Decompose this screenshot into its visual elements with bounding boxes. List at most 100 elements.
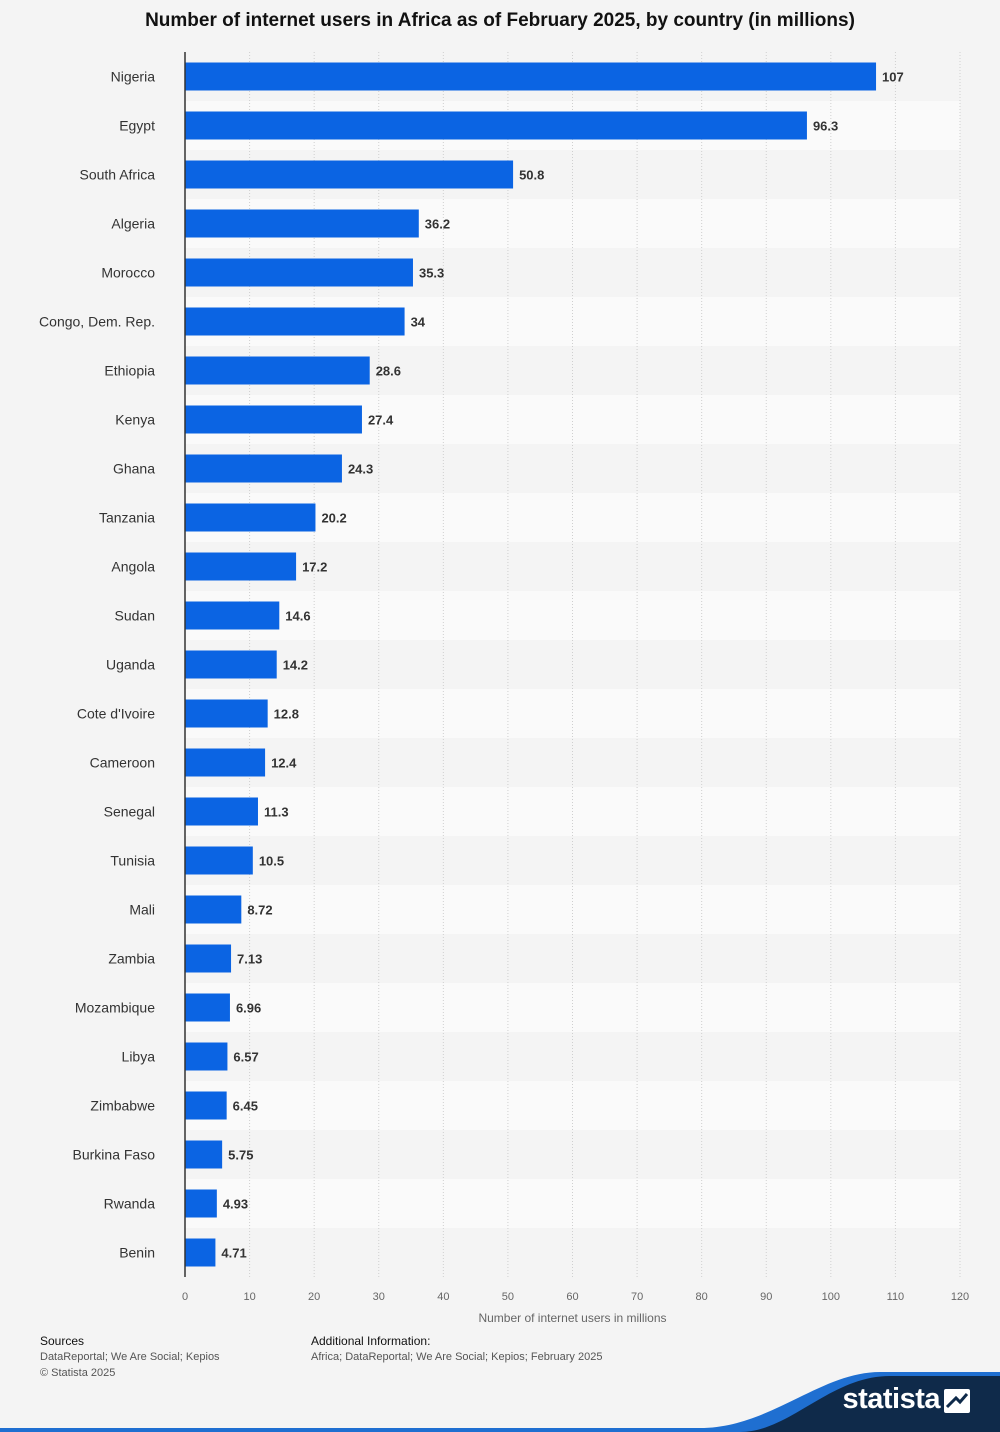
value-label: 4.71 [221,1246,246,1261]
value-label: 8.72 [247,903,272,918]
value-label: 10.5 [259,854,284,869]
bar [185,601,280,630]
x-tick-label: 50 [502,1291,514,1303]
category-label: Zambia [108,951,155,967]
bar [185,993,230,1022]
bar [185,552,297,581]
category-label: Burkina Faso [73,1147,156,1163]
category-label: Ethiopia [104,363,155,379]
x-axis-title: Number of internet users in millions [478,1311,666,1325]
bar [185,307,405,336]
statista-logo-text[interactable]: statista [842,1383,940,1415]
x-tick-label: 70 [631,1291,643,1303]
value-label: 6.96 [236,1001,261,1016]
brand-swoosh [0,1372,1000,1432]
value-label: 36.2 [425,217,450,232]
value-label: 96.3 [813,119,838,134]
category-label: Zimbabwe [90,1098,155,1114]
value-label: 6.45 [233,1099,258,1114]
value-label: 11.3 [264,805,289,820]
x-tick-label: 110 [887,1291,905,1303]
bar [185,62,877,91]
additional-info-heading: Additional Information: [311,1334,431,1348]
bar [185,405,362,434]
x-tick-label: 80 [696,1291,708,1303]
value-label: 6.57 [233,1050,258,1065]
category-label: Egypt [119,118,155,134]
bar [185,699,268,728]
bar [185,160,514,189]
category-label: Tanzania [99,510,155,526]
value-label: 4.93 [223,1197,248,1212]
value-label: 50.8 [519,168,544,183]
bar [185,1238,216,1267]
bar [185,1091,227,1120]
x-tick-label: 20 [308,1291,320,1303]
bar [185,846,253,875]
category-label: Algeria [111,216,155,232]
category-label: Uganda [106,657,155,673]
value-label: 107 [882,70,904,85]
value-label: 12.4 [271,756,297,771]
x-tick-label: 90 [760,1291,772,1303]
value-label: 14.6 [285,609,310,624]
bar [185,356,370,385]
value-label: 24.3 [348,462,373,477]
bar [185,258,413,287]
category-label: Mozambique [75,1000,155,1016]
additional-info-block: Additional Information: Africa; DataRepo… [311,1333,602,1365]
bar [185,650,277,679]
x-tick-label: 10 [243,1291,255,1303]
bar [185,454,342,483]
category-label: Cote d'Ivoire [77,706,155,722]
category-label: South Africa [80,167,156,183]
category-label: Angola [111,559,155,575]
category-label: Nigeria [111,69,156,85]
statista-logo-icon [944,1389,970,1413]
value-label: 5.75 [228,1148,253,1163]
bar [185,111,807,140]
category-label: Libya [122,1049,156,1065]
category-label: Congo, Dem. Rep. [39,314,155,330]
value-label: 27.4 [368,413,394,428]
value-label: 12.8 [274,707,299,722]
value-label: 35.3 [419,266,444,281]
value-label: 20.2 [321,511,346,526]
bar [185,797,258,826]
value-label: 28.6 [376,364,401,379]
category-label: Rwanda [104,1196,156,1212]
bar [185,1140,223,1169]
category-label: Benin [119,1245,155,1261]
value-label: 14.2 [283,658,308,673]
x-tick-label: 120 [951,1291,969,1303]
bar [185,209,419,238]
bar [185,1042,228,1071]
copyright-text: © Statista 2025 [40,1367,116,1379]
category-label: Mali [129,902,155,918]
x-tick-label: 0 [182,1291,188,1303]
category-label: Senegal [104,804,155,820]
category-label: Morocco [101,265,155,281]
sources-block: Sources DataReportal; We Are Social; Kep… [40,1333,220,1381]
bar [185,1189,217,1218]
value-label: 7.13 [237,952,262,967]
category-label: Kenya [115,412,155,428]
x-tick-label: 100 [822,1291,840,1303]
chart-title: Number of internet users in Africa as of… [145,10,855,31]
bar [185,503,316,532]
category-label: Ghana [113,461,155,477]
bar [185,748,266,777]
additional-info-text: Africa; DataReportal; We Are Social; Kep… [311,1351,603,1363]
bar [185,944,232,973]
sources-text[interactable]: DataReportal; We Are Social; Kepios [40,1351,220,1363]
sources-heading: Sources [40,1334,85,1348]
value-label: 17.2 [302,560,327,575]
bar-chart: Nigeria 107 Egypt 96.3 South Africa 50.8 Alger… [39,52,969,1325]
bar [185,895,242,924]
x-tick-label: 60 [566,1291,578,1303]
x-tick-label: 40 [437,1291,449,1303]
value-label: 34 [411,315,426,330]
category-label: Cameroon [90,755,155,771]
x-tick-label: 30 [373,1291,385,1303]
category-label: Sudan [115,608,155,624]
